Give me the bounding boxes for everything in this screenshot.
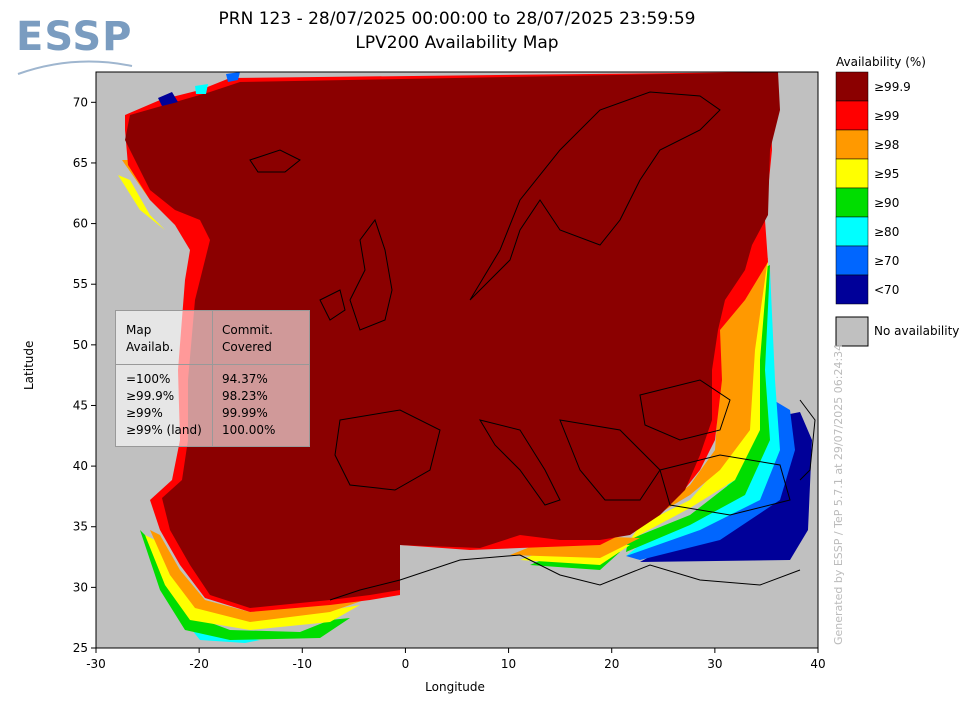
y-tick-label: 40	[73, 459, 88, 473]
x-tick-label: -10	[292, 657, 312, 671]
legend-swatch	[835, 274, 869, 305]
info-row-covered: 94.37%	[222, 372, 268, 386]
legend-swatch	[835, 129, 869, 160]
legend-label: ≥90	[874, 196, 900, 210]
coastline-uk	[349, 218, 393, 331]
legend-title: Availability (%)	[836, 55, 926, 69]
coastline-north-africa	[329, 554, 801, 601]
legend-swatches	[835, 71, 869, 305]
legend-label: ≥99	[874, 109, 900, 123]
legend-label: ≥98	[874, 138, 900, 152]
info-row-covered: 98.23%	[222, 389, 268, 403]
x-axis-ticks: -30 -20 -10 0 10 20 30 40	[86, 648, 826, 671]
info-header-commit: Commit.	[222, 323, 273, 337]
legend-label: <70	[874, 283, 900, 297]
coverage-north-speck-2	[195, 84, 208, 94]
x-tick-label: 40	[810, 657, 825, 671]
coverage-north-speck-1	[158, 92, 178, 106]
legend-swatch	[835, 187, 869, 218]
logo-text: ESSP	[16, 14, 133, 60]
x-tick-label: 20	[604, 657, 619, 671]
legend-label: ≥70	[874, 254, 900, 268]
coverage-99-9	[125, 72, 780, 608]
y-tick-label: 60	[73, 217, 88, 231]
coastline-balkans	[559, 419, 661, 501]
legend-label: ≥99.9	[874, 80, 911, 94]
info-header-map: Map	[126, 323, 152, 337]
info-row-map: ≥99.9%	[126, 389, 175, 403]
plot-frame	[95, 71, 819, 649]
x-tick-label: -30	[86, 657, 106, 671]
y-axis-ticks: 70 65 60 55 50 45 40 35 30 25	[73, 95, 96, 655]
coverage-layers	[118, 72, 812, 643]
coverage-info-box: Map Availab. Commit. Covered =100% 94.37…	[115, 310, 310, 447]
info-row-map: ≥99% (land)	[126, 423, 202, 437]
legend-swatch	[835, 71, 869, 102]
y-tick-label: 45	[73, 398, 88, 412]
coastline-italy	[478, 419, 561, 506]
y-tick-label: 30	[73, 580, 88, 594]
info-header-covered: Covered	[222, 340, 272, 354]
coastline-scandinavia	[469, 91, 721, 301]
info-box-divider-horizontal	[116, 364, 309, 365]
y-tick-label: 65	[73, 156, 88, 170]
coastline-caspian	[799, 399, 816, 481]
x-tick-label: 30	[707, 657, 722, 671]
essp-logo	[14, 14, 134, 84]
x-tick-label: 10	[501, 657, 516, 671]
y-tick-label: 50	[73, 338, 88, 352]
map-title-line1: PRN 123 - 28/07/2025 00:00:00 to 28/07/2…	[218, 9, 696, 29]
info-header-availab: Availab.	[126, 340, 174, 354]
legend-swatch-no-availability	[835, 316, 869, 347]
info-row-covered: 99.99%	[222, 406, 268, 420]
y-tick-label: 25	[73, 641, 88, 655]
y-tick-label: 55	[73, 277, 88, 291]
x-tick-label: -20	[189, 657, 209, 671]
generated-by-watermark: Generated by ESSP / TeP 5.7.1 at 29/07/2…	[832, 343, 845, 645]
legend-label-no-availability: No availability	[874, 324, 960, 338]
legend-swatch	[835, 245, 869, 276]
info-row-map: =100%	[126, 372, 171, 386]
coastline-ireland	[319, 289, 346, 321]
info-box-divider-vertical	[212, 311, 213, 446]
info-row-covered: 100.00%	[222, 423, 276, 437]
x-tick-label: 0	[402, 657, 410, 671]
x-axis-label: Longitude	[425, 680, 485, 694]
y-axis-label: Latitude	[22, 340, 36, 390]
y-tick-label: 70	[73, 95, 88, 109]
legend-label: ≥95	[874, 167, 900, 181]
coastline-iceland	[249, 149, 301, 173]
legend-swatch	[835, 216, 869, 247]
legend-label: ≥80	[874, 225, 900, 239]
coastline-turkey	[659, 454, 791, 516]
coastlines	[249, 91, 816, 601]
map-title-line2: LPV200 Availability Map	[355, 33, 559, 53]
legend-swatch	[835, 100, 869, 131]
legend-swatch	[835, 158, 869, 189]
coastline-black-sea	[639, 379, 731, 441]
info-row-map: ≥99%	[126, 406, 163, 420]
coastline-iberia	[334, 409, 441, 491]
y-tick-label: 35	[73, 520, 88, 534]
coverage-north-speck-3	[226, 72, 240, 82]
